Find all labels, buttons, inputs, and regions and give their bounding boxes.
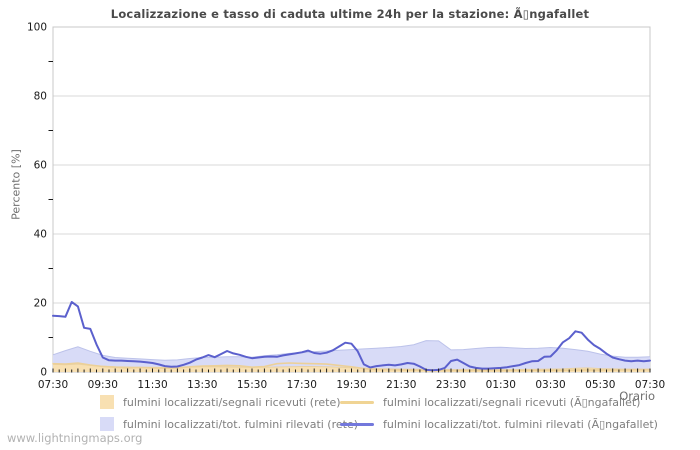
series-area-edge-2 [52, 340, 651, 361]
watermark-url: www.lightningmaps.org [7, 431, 143, 445]
legend-label: fulmini localizzati/tot. fulmini rilevat… [383, 417, 658, 431]
legend-swatch-square [100, 417, 114, 431]
legend-row: fulmini localizzati/segnali ricevuti (re… [0, 394, 700, 410]
x-tick-label: 01:30 [486, 379, 516, 391]
legend-item: fulmini localizzati/segnali ricevuti (re… [100, 394, 341, 410]
legend-item: fulmini localizzati/segnali ricevuti (Ã▯… [340, 394, 640, 410]
legend-label: fulmini localizzati/segnali ricevuti (Ã▯… [383, 395, 641, 409]
x-tick-label: 21:30 [386, 379, 416, 391]
legend-row: fulmini localizzati/tot. fulmini rilevat… [0, 416, 700, 432]
x-tick-label: 15:30 [237, 379, 267, 391]
legend-item: fulmini localizzati/tot. fulmini rilevat… [100, 416, 358, 432]
x-tick-label: 17:30 [287, 379, 317, 391]
x-tick-label: 03:30 [535, 379, 565, 391]
x-tick-label: 07:30 [635, 379, 665, 391]
legend-swatch-line [340, 422, 374, 426]
x-tick-label: 13:30 [187, 379, 217, 391]
y-tick-label: 60 [34, 160, 47, 172]
y-tick-label: 100 [27, 22, 47, 34]
plot-border [52, 26, 651, 373]
chart-title: Localizzazione e tasso di caduta ultime … [110, 7, 590, 21]
legend-label: fulmini localizzati/segnali ricevuti (re… [123, 395, 341, 409]
y-tick-label: 80 [34, 91, 47, 103]
series-area-2 [53, 340, 650, 372]
legend-swatch-line [340, 400, 374, 404]
legend-label: fulmini localizzati/tot. fulmini rilevat… [123, 417, 359, 431]
x-tick-label: 05:30 [585, 379, 615, 391]
x-tick-label: 07:30 [38, 379, 68, 391]
y-tick-label: 20 [34, 298, 47, 310]
series-line-3 [52, 301, 651, 372]
x-tick-label: 19:30 [336, 379, 366, 391]
y-tick-label: 40 [34, 229, 47, 241]
legend-item: fulmini localizzati/tot. fulmini rilevat… [340, 416, 658, 432]
x-tick-label: 09:30 [88, 379, 118, 391]
x-tick-label: 11:30 [137, 379, 167, 391]
legend-swatch-square [100, 395, 114, 409]
x-tick-label: 23:30 [436, 379, 466, 391]
y-tick-label: 0 [40, 367, 47, 379]
x-axis-label: Orario [619, 389, 655, 403]
